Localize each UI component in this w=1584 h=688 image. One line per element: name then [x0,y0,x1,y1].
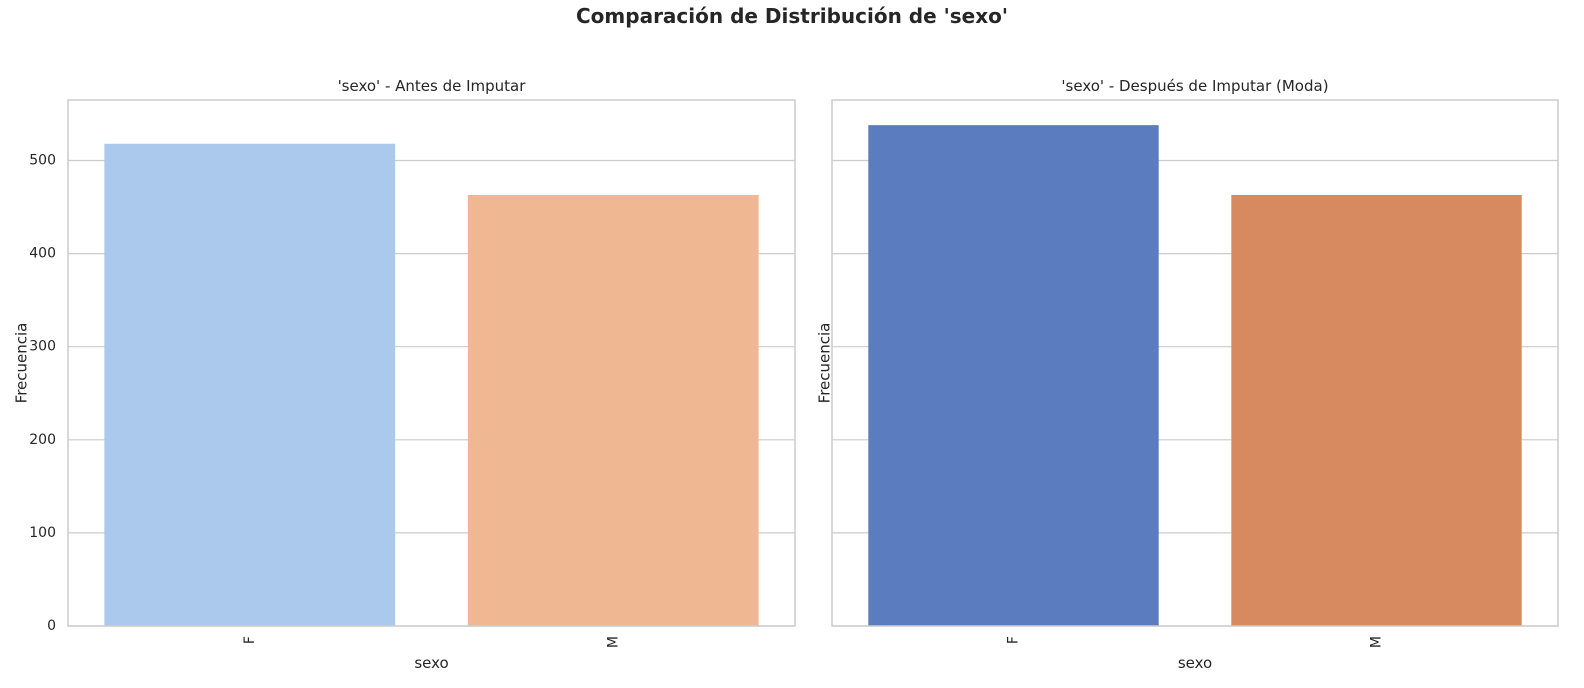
figure-title: Comparación de Distribución de 'sexo' [576,4,1008,28]
x-tick-label-m: M [605,636,621,648]
y-tick-label: 300 [29,339,56,355]
x-tick-label-f: F [1006,636,1022,644]
chart-panel-1: F M 0 100 200 300 400 500 'sexo' - Antes de Impu… [13,77,796,672]
bar-m [467,194,759,626]
y-tick-label: 0 [47,618,56,634]
axes-frame [831,99,1559,627]
y-axis-label: Frecuencia [816,323,834,404]
y-tick-label: 200 [29,432,56,448]
x-tick-label-m: M [1369,636,1385,648]
x-tick-label-f: F [242,636,258,644]
x-axis-label: sexo [414,654,448,672]
bar-m [1231,194,1522,626]
bar-f [868,125,1159,626]
x-axis-label: sexo [1178,654,1212,672]
panel-title: 'sexo' - Después de Imputar (Moda) [1061,77,1328,95]
y-tick-label: 400 [29,246,56,262]
y-tick-label: 500 [29,153,56,169]
axes-frame [67,99,796,627]
bar-f [104,143,396,627]
chart-panel-2: F M 'sexo' - Después de Imputar (Moda) sexo… [816,77,1559,672]
y-axis-label: Frecuencia [13,323,31,404]
panel-title: 'sexo' - Antes de Imputar [338,77,527,95]
y-tick-label: 100 [29,525,56,541]
